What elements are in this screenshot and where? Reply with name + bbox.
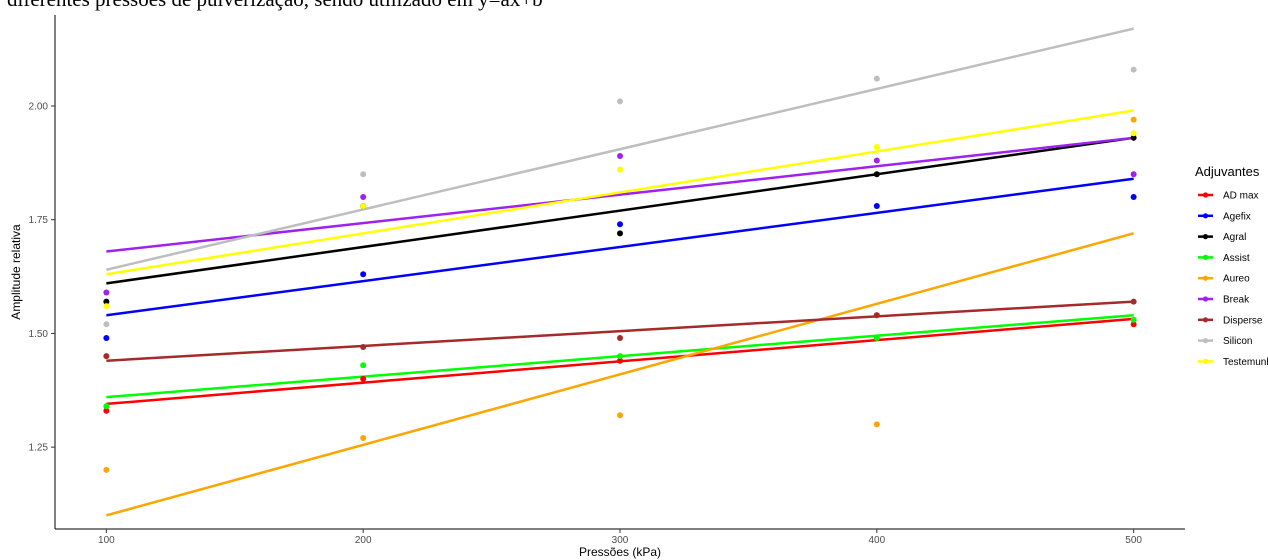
point-testemunha [1130,130,1137,137]
point-disperse [360,344,367,351]
fit-line-silicon [106,27,1134,271]
y-tick-label: 2.00 [29,101,49,112]
point-aureo [1130,116,1137,123]
point-break [103,289,110,296]
point-agral [873,171,880,178]
x-tick-label: 500 [1125,535,1142,546]
axes [54,15,1185,530]
fit-line-testemunha [106,109,1134,276]
point-silicon [873,75,880,82]
legend-label-agefix: Agefix [1223,211,1251,222]
y-tick-label: 1.75 [29,215,49,226]
legend-key-dot-agral [1202,234,1209,240]
data-points [103,66,1137,473]
point-testemunha [873,143,880,150]
point-testemunha [103,303,110,310]
point-agefix [360,271,367,278]
legend-label-testemunha: Testemunha [1223,357,1268,368]
point-assist [617,353,623,360]
legend-key-dot-assist [1202,254,1209,260]
point-break [617,153,623,160]
point-aureo [873,421,880,428]
fit-line-break [106,136,1134,253]
figure-caption: diferentes pressões de pulverização, sen… [7,0,543,12]
fit-lines [106,27,1134,517]
legend-key-dot-aureo [1202,275,1209,281]
point-aureo [360,435,367,442]
point-agefix [617,221,623,228]
point-agefix [1130,193,1137,200]
y-tick-label: 1.50 [29,329,49,340]
legend-key-dot-break [1202,296,1209,302]
point-ad-max [103,407,110,414]
point-disperse [103,353,110,360]
legend-label-disperse: Disperse [1223,315,1263,326]
legend: Adjuvantes AD max Agefix Agral Assist Aureo B… [1195,164,1268,368]
legend-key-dot-ad-max [1202,192,1209,198]
point-silicon [360,171,367,178]
point-silicon [1130,66,1137,73]
point-agefix [103,334,110,341]
legend-key-dot-disperse [1202,317,1209,323]
point-testemunha [617,166,623,173]
point-silicon [617,98,623,105]
x-axis-title: Pressões (kPa) [579,545,661,559]
legend-key-dot-silicon [1202,338,1209,344]
point-testemunha [360,203,367,210]
legend-label-ad-max: AD max [1223,191,1259,202]
legend-label-break: Break [1223,295,1250,306]
legend-label-silicon: Silicon [1223,336,1252,347]
point-disperse [873,312,880,319]
fit-line-aureo [106,232,1134,517]
point-agral [1130,134,1137,141]
point-assist [360,362,367,369]
y-axis-title: Amplitude relativa [9,224,23,320]
point-break [360,193,367,200]
x-tick-label: 100 [98,535,115,546]
point-agefix [873,203,880,210]
tick-group: 100 200 300 400 500 1.25 1.50 1.75 2.00 [29,101,1143,546]
legend-title: Adjuvantes [1195,164,1260,179]
point-ad-max [1130,321,1137,328]
point-assist [1130,316,1137,323]
x-tick-label: 300 [612,535,629,546]
legend-label-aureo: Aureo [1223,274,1250,285]
point-disperse [617,334,623,341]
point-agral [103,298,110,305]
point-break [873,157,880,164]
point-break [1130,171,1137,178]
point-ad-max [617,357,623,364]
fit-line-disperse [106,300,1134,362]
point-aureo [103,466,110,473]
y-tick-label: 1.25 [29,443,49,454]
legend-key-dot-testemunha [1202,358,1209,364]
point-assist [873,334,880,341]
x-tick-label: 400 [868,535,885,546]
fit-line-agral [106,136,1134,285]
legend-label-agral: Agral [1223,232,1246,243]
legend-label-assist: Assist [1223,253,1250,264]
point-silicon [103,321,110,328]
fit-line-agefix [106,177,1134,317]
point-assist [103,403,110,410]
x-tick-label: 200 [355,535,372,546]
point-ad-max [360,375,367,382]
point-disperse [1130,298,1137,305]
point-aureo [617,412,623,419]
legend-key-dot-agefix [1202,213,1209,219]
point-agral [617,230,623,237]
